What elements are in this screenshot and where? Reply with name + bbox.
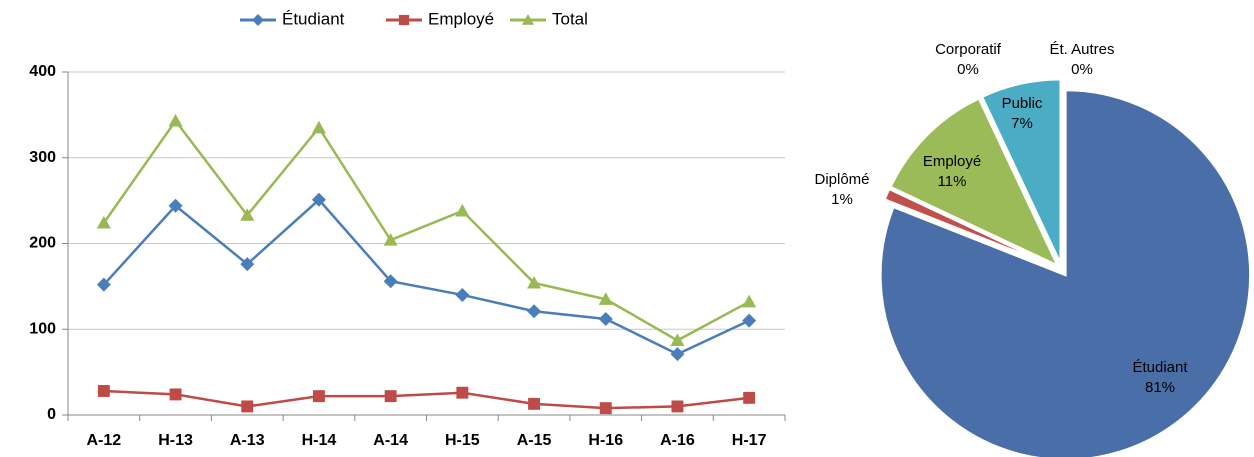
slice-value-label: 1%: [831, 191, 853, 208]
x-tick-label: H-15: [445, 432, 480, 449]
marker: [241, 400, 254, 413]
legend-label: Total: [552, 9, 588, 28]
marker: [528, 397, 540, 410]
legend-label: Étudiant: [282, 9, 345, 28]
x-tick-label: A-12: [87, 432, 122, 449]
legend-label: Employé: [428, 9, 494, 28]
slice-label: Ét. Autres: [1049, 41, 1114, 58]
x-tick-label: H-14: [302, 432, 337, 449]
marker: [598, 292, 613, 305]
legend-marker: [398, 14, 410, 26]
slice-value-label: 0%: [957, 61, 979, 78]
marker: [527, 304, 542, 319]
slice-value-label: 7%: [1011, 115, 1033, 132]
slice-value-label: 11%: [938, 173, 967, 190]
pie-slice: [888, 96, 1061, 269]
marker: [383, 274, 398, 289]
x-tick-label: A-14: [373, 432, 408, 449]
slice-label: Employé: [923, 153, 981, 170]
x-tick-label: A-15: [517, 432, 552, 449]
legend-marker: [252, 14, 264, 26]
marker: [670, 333, 685, 346]
marker: [671, 400, 684, 413]
marker: [742, 313, 757, 328]
marker: [383, 233, 398, 246]
marker: [96, 277, 111, 292]
slice-label: Public: [1002, 95, 1043, 112]
legend-marker: [522, 14, 534, 25]
marker: [168, 113, 183, 127]
marker: [456, 386, 469, 399]
pie-slice: [879, 88, 1252, 457]
marker: [527, 275, 542, 289]
y-tick-label: 200: [29, 235, 56, 252]
y-tick-label: 300: [29, 149, 56, 166]
series-line: [103, 389, 750, 410]
x-tick-label: H-13: [158, 432, 193, 449]
x-tick-label: A-16: [660, 432, 695, 449]
slice-value-label: 0%: [1071, 61, 1093, 78]
series-line: [102, 197, 750, 356]
marker: [97, 385, 110, 397]
y-tick-label: 400: [29, 63, 56, 80]
x-tick-label: H-17: [732, 432, 767, 449]
marker: [384, 390, 397, 403]
marker: [96, 215, 111, 229]
slice-label: Corporatif: [935, 41, 1002, 58]
marker: [455, 287, 470, 302]
marker: [168, 198, 183, 213]
slice-label: Diplômé: [814, 171, 869, 188]
marker: [455, 203, 470, 217]
y-tick-label: 0: [47, 406, 56, 423]
marker: [240, 208, 255, 221]
slice-label: Étudiant: [1132, 359, 1188, 376]
marker: [169, 388, 182, 401]
slice-value-label: 81%: [1145, 379, 1175, 396]
pie-slice: [980, 77, 1062, 265]
marker: [240, 257, 255, 272]
marker: [311, 120, 326, 134]
x-tick-label: A-13: [230, 432, 265, 449]
marker: [598, 311, 613, 326]
marker: [599, 402, 612, 415]
marker: [311, 192, 326, 207]
marker: [313, 390, 325, 403]
marker: [742, 294, 757, 308]
series-line: [102, 118, 750, 342]
marker: [670, 347, 685, 362]
marker: [743, 391, 756, 404]
x-tick-label: H-16: [588, 432, 623, 449]
y-tick-label: 100: [29, 320, 56, 337]
pie-slice: [882, 187, 1058, 269]
